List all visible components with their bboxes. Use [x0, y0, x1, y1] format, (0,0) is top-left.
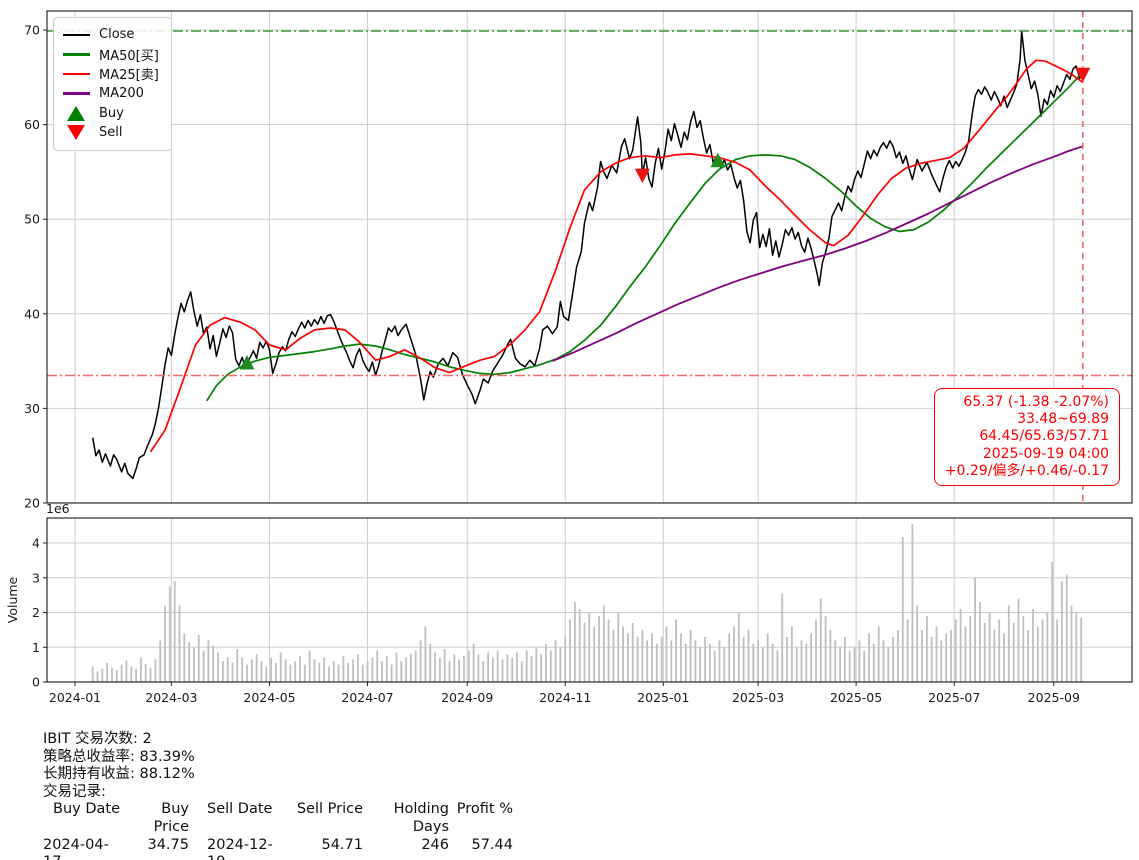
trades-header-row: Buy Date Buy Price Sell Date Sell Price … [43, 801, 513, 836]
legend-label-sell: Sell [99, 125, 123, 141]
trade-profit: 57.44 [471, 836, 513, 853]
trade-sell-date: 2024-12-19 [207, 836, 273, 860]
sell-triangle-icon [67, 125, 85, 141]
svg-text:20: 20 [24, 496, 40, 511]
trade-sell-price: 54.71 [321, 836, 363, 853]
header-sell-price: Sell Price [296, 801, 363, 818]
svg-text:1: 1 [32, 640, 40, 655]
svg-text:2025-05: 2025-05 [830, 690, 882, 705]
svg-text:2025-03: 2025-03 [732, 690, 784, 705]
header-buy-price: Buy Price [153, 801, 189, 835]
annotation-last-price: 65.37 (-1.38 -2.07%) [963, 394, 1109, 410]
strategy-return-line: 策略总收益率: 83.39% [43, 748, 195, 765]
buy-triangle-icon [67, 105, 85, 121]
svg-text:2024-07: 2024-07 [341, 690, 393, 705]
trade-row: 2024-04-17 34.75 2024-12-19 54.71 246 57… [43, 837, 513, 860]
strategy-summary: IBIT 交易次数: 2 策略总收益率: 83.39% 长期持有收益: 88.1… [43, 731, 513, 860]
svg-text:2024-05: 2024-05 [243, 690, 295, 705]
svg-text:60: 60 [24, 117, 40, 132]
trade-buy-price: 34.75 [147, 836, 189, 853]
header-buy-date: Buy Date [53, 801, 120, 818]
ma50-line-swatch-icon [63, 53, 90, 56]
header-profit: Profit % [456, 801, 513, 818]
trade-holding-days: 246 [421, 836, 449, 853]
svg-text:2: 2 [32, 605, 40, 620]
legend-label-ma200: MA200 [99, 86, 144, 102]
ma200-line-swatch-icon [63, 92, 90, 95]
price-annotation-box: 65.37 (-1.38 -2.07%) 33.48~69.89 64.45/6… [933, 388, 1120, 487]
svg-text:2024-11: 2024-11 [539, 690, 591, 705]
trade-record-title: 交易记录: [43, 783, 106, 800]
legend-label-close: Close [99, 27, 135, 43]
svg-text:Volume: Volume [5, 576, 20, 623]
legend: Close MA50[买] MA25[卖] MA200 Buy Sell [53, 17, 172, 151]
legend-label-ma25: MA25[卖] [99, 68, 159, 84]
axis-ticks-and-labels: 2024-01 2024-03 2024-05 2024-07 2024-09 2024-… [5, 23, 1080, 706]
svg-text:2024-01: 2024-01 [49, 690, 101, 705]
trade-count-line: IBIT 交易次数: 2 [43, 731, 152, 747]
legend-item-close: Close [63, 25, 159, 45]
annotation-signal: +0.29/偏多/+0.46/-0.17 [944, 462, 1109, 479]
trade-buy-date: 2024-04-17 [43, 836, 109, 860]
annotation-ma-values: 64.45/65.63/57.71 [979, 428, 1109, 445]
svg-text:70: 70 [24, 23, 40, 38]
hold-return-line: 长期持有收益: 88.12% [43, 766, 195, 783]
legend-label-ma50: MA50[买] [99, 48, 159, 64]
annotation-range: 33.48~69.89 [1017, 411, 1109, 428]
legend-label-buy: Buy [99, 105, 124, 121]
svg-text:2025-09: 2025-09 [1028, 690, 1080, 705]
svg-text:50: 50 [24, 212, 40, 227]
legend-item-buy: Buy [63, 103, 159, 123]
svg-text:3: 3 [32, 570, 40, 585]
svg-text:4: 4 [32, 536, 40, 551]
legend-item-ma50: MA50[买] [63, 45, 159, 65]
svg-text:40: 40 [24, 306, 40, 321]
annotation-datetime: 2025-09-19 04:00 [982, 445, 1109, 462]
legend-item-ma200: MA200 [63, 84, 159, 104]
price-series-lines [91, 30, 1084, 480]
legend-item-sell: Sell [63, 123, 159, 143]
volume-bars [91, 523, 1083, 682]
close-line-swatch-icon [63, 33, 90, 37]
header-sell-date: Sell Date [207, 801, 273, 818]
svg-text:1e6: 1e6 [46, 501, 70, 516]
svg-text:2025-07: 2025-07 [928, 690, 980, 705]
svg-text:2025-01: 2025-01 [637, 690, 689, 705]
panel-borders [46, 10, 1133, 683]
svg-text:2024-03: 2024-03 [145, 690, 197, 705]
svg-text:0: 0 [32, 675, 40, 690]
legend-item-ma25: MA25[卖] [63, 64, 159, 84]
ma25-line-swatch-icon [63, 72, 90, 76]
svg-text:30: 30 [24, 401, 40, 416]
header-holding-days: Holding Days [393, 801, 449, 835]
buy-sell-markers [239, 67, 1091, 370]
svg-text:2024-09: 2024-09 [441, 690, 493, 705]
